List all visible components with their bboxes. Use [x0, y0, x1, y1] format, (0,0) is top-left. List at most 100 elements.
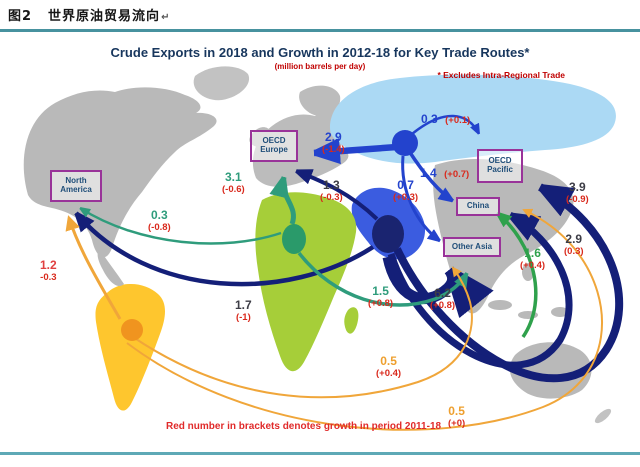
flow-value: 2.9 [325, 130, 342, 144]
flow-growth: (-0.9) [566, 194, 589, 206]
flow-value: 0.7 [397, 178, 414, 192]
flow-label-south-america-to-oecd-pacific: 0.5 (+0) [448, 404, 465, 429]
flow-arrow-africa-to-north-america [80, 208, 282, 245]
flow-value: 1.6 [524, 246, 541, 260]
flow-arrow-south-america-to-oecd-pacific [126, 208, 603, 431]
flow-growth: (+0.8) [430, 300, 456, 312]
figure-label: 图2 [8, 9, 33, 24]
flow-label-africa-to-north-america: 0.3 (-0.8) [148, 208, 171, 233]
flow-growth: (-0.3) [320, 192, 343, 204]
flow-value: 0.5 [448, 404, 465, 418]
flow-label-mideast-to-other-asia: 6.2 (+0.8) [430, 286, 455, 311]
node-russia [392, 130, 418, 156]
new-guinea [551, 307, 569, 317]
region-box-oecd-europe: OECD Europe [250, 130, 298, 162]
chart-title: Crude Exports in 2018 and Growth in 2012… [110, 45, 530, 60]
paragraph-mark-icon: ↵ [161, 12, 171, 23]
flow-value: 1.2 [40, 258, 57, 272]
flow-arrow-mideast-to-china [387, 215, 573, 369]
flow-label-russia-to-other-asia: 0.7 (+0.3) [393, 178, 418, 203]
flow-growth: (0.3) [564, 246, 584, 258]
flow-label-russia-to-china: 1.4 (+0.7) [420, 164, 469, 183]
flow-label-russia-to-oecd-europe: 2.9 (-1.4) [322, 130, 345, 155]
flow-arrow-russia-to-other-asia [401, 155, 440, 241]
flow-growth: (-0.8) [148, 222, 171, 234]
flow-growth: (+0.8) [368, 298, 394, 310]
flow-arrow-africa-to-oecd-europe [283, 177, 296, 225]
trade-map-figure: Crude Exports in 2018 and Growth in 2012… [0, 32, 640, 452]
flow-growth: (-0.6) [222, 184, 245, 196]
flow-arrow-mideast-to-oecd-europe [296, 169, 379, 221]
flow-growth: (+0.1) [445, 115, 471, 126]
flow-growth: (+0.3) [393, 192, 419, 204]
footnote: Red number in brackets denotes growth in… [166, 421, 442, 432]
scandinavia [299, 85, 341, 117]
indonesia-1 [488, 300, 512, 310]
region-label: OECD Europe [260, 136, 288, 154]
flow-label-south-america-to-other-asia: 0.5 (+0.4) [376, 354, 401, 379]
madagascar [344, 307, 359, 334]
flow-label-mideast-to-oecd-pacific: 3.9 (-0.9) [566, 180, 589, 205]
region-label: China [466, 201, 490, 211]
continent-north-america [23, 87, 217, 258]
flow-arrow-south-america-to-north-america [65, 215, 122, 320]
continent-europe [252, 111, 354, 187]
node-middle-east [372, 215, 404, 253]
flow-label-other-asia-to-china: 1.6 (+0.4) [520, 246, 545, 271]
continent-africa [255, 192, 357, 372]
continent-australia [509, 342, 592, 399]
region-box-oecd-pacific: OECD Pacific [477, 149, 523, 183]
flow-arrow-russia-to-oecd-pacific [411, 114, 479, 134]
flow-value: 1.5 [372, 284, 389, 298]
region-box-china: China [456, 197, 500, 216]
flow-label-mideast-to-china: 2.9 (0.3) [564, 232, 584, 257]
world-map [23, 66, 624, 431]
node-africa [282, 224, 306, 254]
flow-label-mideast-to-north-america: 1.7 (-1) [235, 298, 252, 323]
greenland [193, 66, 250, 101]
flow-growth: (+0.4) [520, 260, 546, 272]
flow-arrow-mideast-to-north-america [76, 213, 375, 287]
flow-arrow-russia-to-oecd-europe [314, 147, 398, 153]
continent-south-america [95, 283, 165, 411]
flow-label-africa-to-other-asia: 1.5 (+0.8) [368, 284, 393, 309]
flow-growth: -0.3 [40, 272, 57, 284]
flow-value: 1.4 [420, 166, 437, 180]
flow-value: 6.2 [434, 286, 451, 300]
flow-arrow-russia-to-china [407, 150, 453, 201]
region-label: Other Asia [451, 241, 493, 251]
flow-value: 0.3 [421, 112, 438, 126]
flow-label-mideast-to-oecd-europe: 1.3 (-0.3) [320, 178, 343, 203]
flow-arrow-other-asia-to-china [497, 213, 538, 338]
chart-subtitle: (million barrels per day) [274, 62, 366, 71]
flow-value: 0.5 [380, 354, 397, 368]
node-south-america [121, 319, 143, 341]
flow-growth: (-1.4) [322, 144, 345, 156]
flow-label-africa-to-oecd-europe: 3.1 (-0.6) [222, 170, 245, 195]
flow-value: 3.9 [569, 180, 586, 194]
flow-value: 2.9 [565, 232, 583, 246]
flow-value: 0.3 [151, 208, 168, 222]
flow-arrow-mideast-to-oecd-pacific [393, 187, 624, 383]
flow-value: 3.1 [225, 170, 242, 184]
region-box-other-asia: Other Asia [443, 237, 501, 257]
central-america [97, 250, 124, 287]
flow-growth: (+0.7) [444, 169, 470, 180]
flow-arrow-africa-to-other-asia [297, 251, 467, 307]
region-box-north-america: North America [50, 170, 102, 202]
flow-label-russia-to-oecd-pacific: 0.3 (+0.1) [421, 110, 470, 129]
region-label: North America [60, 176, 92, 194]
exclusion-note: * Excludes Intra-Regional Trade [437, 70, 565, 80]
flow-growth: (+0.4) [376, 368, 402, 380]
flow-value: 1.3 [323, 178, 340, 192]
flow-growth: (+0) [448, 418, 466, 430]
figure-caption: 图2 世界原油贸易流向↵ [8, 5, 170, 24]
flow-value: 1.7 [235, 298, 252, 312]
new-zealand [594, 408, 612, 424]
flow-label-south-america-to-north-america: 1.2 -0.3 [40, 258, 57, 283]
top-divider [0, 29, 640, 32]
flow-arrow-south-america-to-other-asia [132, 266, 473, 399]
figure-title: 世界原油贸易流向 [48, 9, 161, 24]
region-label: OECD Pacific [487, 156, 513, 174]
